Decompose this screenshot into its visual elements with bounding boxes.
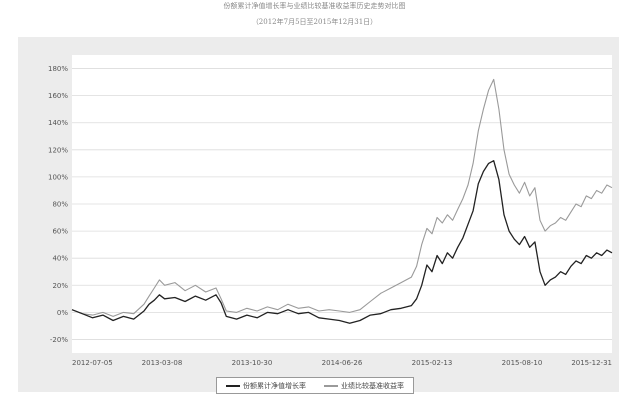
legend-item-nav: 份额累计净值增长率: [226, 381, 306, 391]
y-tick-label: 140%: [48, 119, 68, 127]
legend-swatch-nav: [226, 384, 240, 387]
x-tick-label: 2015-12-31: [571, 359, 612, 367]
y-tick-label: 0%: [57, 309, 68, 317]
x-tick-label: 2013-10-30: [232, 359, 273, 367]
x-tick-label: 2013-03-08: [142, 359, 183, 367]
y-tick-label: 160%: [48, 92, 68, 100]
y-tick-label: 180%: [48, 65, 68, 73]
series-line-nav: [71, 160, 613, 324]
x-tick-label: 2012-07-05: [72, 359, 113, 367]
y-tick-label: 120%: [48, 146, 68, 154]
legend-item-benchmark: 业绩比较基准收益率: [324, 381, 404, 391]
series-line-benchmark: [71, 78, 613, 317]
y-tick-label: 60%: [52, 228, 68, 236]
x-tick-label: 2015-02-13: [412, 359, 453, 367]
legend-label-benchmark: 业绩比较基准收益率: [341, 381, 404, 390]
legend-label-nav: 份额累计净值增长率: [243, 381, 306, 390]
legend-swatch-benchmark: [324, 384, 338, 387]
y-axis-ticks: -20% 0% 20% 40% 60% 80% 100% 120% 140% 160% 180%: [48, 65, 68, 344]
chart-legend: 份额累计净值增长率 业绩比较基准收益率: [216, 377, 414, 394]
grid-layer: [72, 55, 612, 353]
x-tick-label: 2014-06-26: [322, 359, 363, 367]
y-tick-label: 80%: [52, 201, 68, 209]
y-tick-label: 40%: [52, 255, 68, 263]
x-tick-label: 2015-08-10: [502, 359, 543, 367]
x-axis-ticks: 2012-07-05 2013-03-08 2013-10-30 2014-06-26…: [72, 359, 612, 367]
series-layer: [71, 78, 613, 324]
chart-title: 份额累计净值增长率与业绩比较基准收益率历史走势对比图: [223, 2, 406, 10]
chart-subtitle: （2012年7月5日至2015年12月31日）: [251, 18, 378, 26]
y-tick-label: 20%: [52, 282, 68, 290]
y-tick-label: -20%: [50, 336, 68, 344]
y-tick-label: 100%: [48, 173, 68, 181]
